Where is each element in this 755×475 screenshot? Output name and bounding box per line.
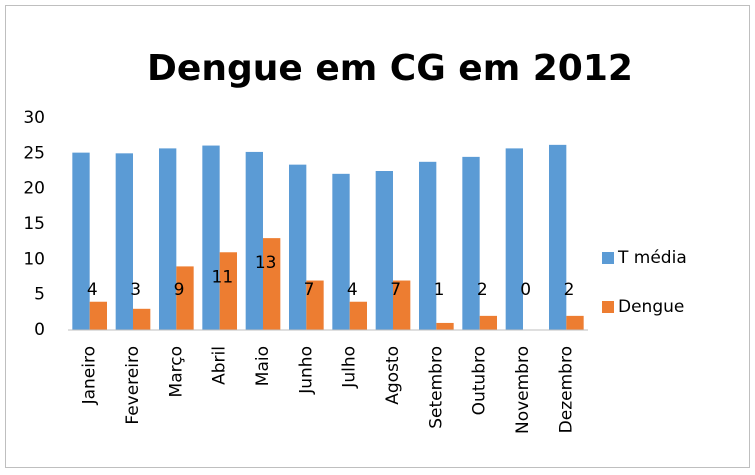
- bar: [245, 151, 263, 330]
- y-tick-label: 25: [23, 143, 45, 163]
- data-label: 7: [390, 280, 401, 300]
- data-label: 2: [477, 280, 488, 300]
- bar: [263, 238, 281, 330]
- legend-swatch: [602, 301, 614, 313]
- legend-swatch: [602, 252, 614, 264]
- y-tick-label: 20: [23, 179, 45, 199]
- bar: [159, 148, 177, 330]
- x-tick-label: Julho: [340, 346, 360, 389]
- x-tick-label: Dezembro: [556, 346, 576, 433]
- data-label: 11: [212, 267, 234, 287]
- data-label: 4: [347, 280, 358, 300]
- data-label: 0: [520, 280, 531, 300]
- bar: [419, 161, 437, 330]
- bar: [332, 173, 350, 330]
- data-label: 7: [304, 280, 315, 300]
- data-label: 3: [130, 280, 141, 300]
- y-tick-label: 0: [34, 320, 45, 340]
- bar: [115, 153, 133, 330]
- x-tick-label: Fevereiro: [123, 346, 143, 425]
- legend-label: T média: [617, 248, 687, 268]
- data-label: 13: [255, 253, 277, 273]
- y-tick-label: 15: [23, 214, 45, 234]
- y-tick-label: 30: [23, 108, 45, 128]
- bar: [393, 280, 411, 330]
- bar: [202, 145, 220, 330]
- bar: [133, 308, 151, 330]
- x-tick-label: Maio: [253, 346, 273, 386]
- bar: [306, 280, 324, 330]
- bar: [289, 164, 307, 330]
- bar: [72, 152, 90, 330]
- data-label: 4: [87, 280, 98, 300]
- x-tick-label: Março: [166, 346, 186, 397]
- bar: [505, 148, 523, 330]
- x-tick-label: Novembro: [513, 346, 533, 434]
- bar: [375, 171, 393, 330]
- legend-label: Dengue: [618, 297, 684, 317]
- x-tick-label: Agosto: [383, 346, 403, 405]
- bar: [479, 315, 497, 330]
- data-label: 2: [564, 280, 575, 300]
- y-tick-label: 5: [34, 285, 45, 305]
- data-label: 1: [434, 280, 445, 300]
- bar: [219, 252, 237, 330]
- x-tick-label: Junho: [296, 346, 316, 395]
- data-label: 9: [174, 280, 185, 300]
- x-tick-label: Outubro: [470, 346, 490, 415]
- bar: [436, 322, 454, 330]
- x-tick-label: Setembro: [426, 346, 446, 429]
- bar: [89, 301, 107, 330]
- chart-title: Dengue em CG em 2012: [147, 48, 633, 89]
- x-tick-label: Janeiro: [80, 346, 100, 405]
- y-tick-label: 10: [23, 249, 45, 269]
- bar: [549, 144, 567, 330]
- x-tick-label: Abril: [210, 346, 230, 385]
- bar: [176, 266, 194, 330]
- bar: [349, 301, 367, 330]
- bar: [462, 156, 480, 330]
- bar: [566, 315, 584, 330]
